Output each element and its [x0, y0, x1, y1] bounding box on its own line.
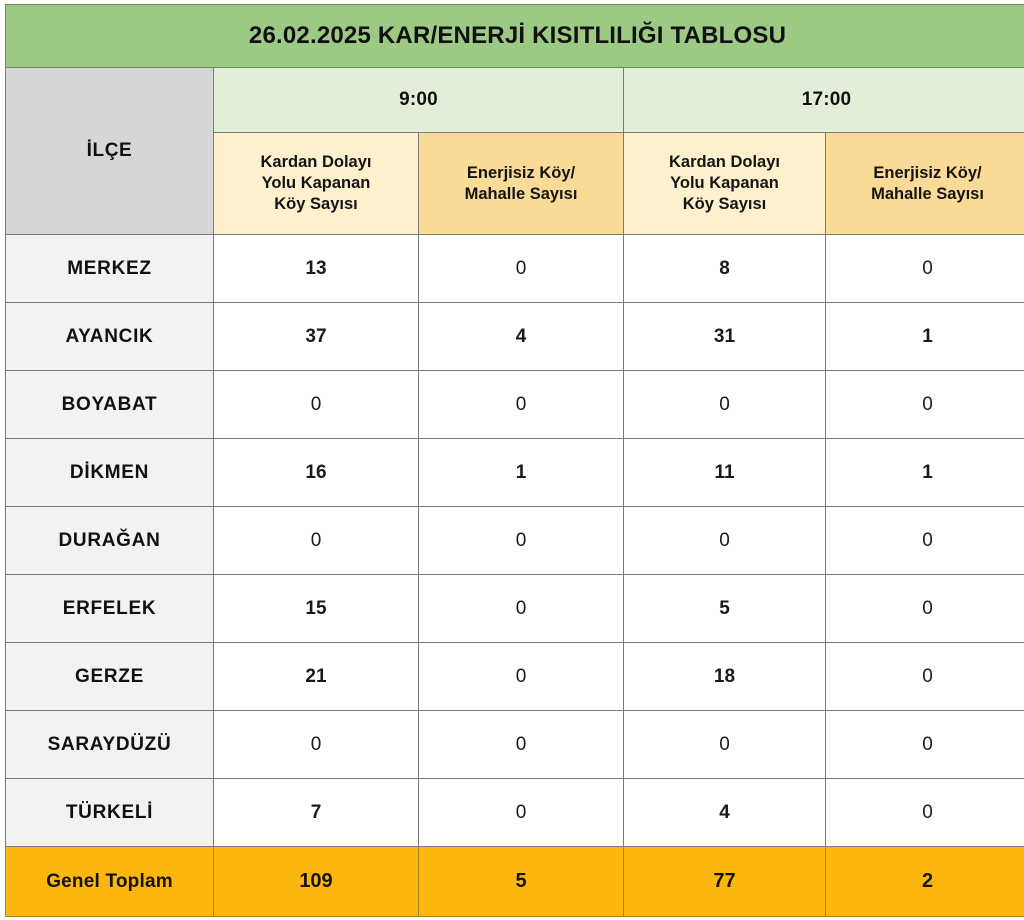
- cell-no-power-villages-1700: 1: [824, 302, 1024, 371]
- cell-no-power-villages-1700: 0: [824, 506, 1024, 575]
- cell-no-power-villages-0900: 0: [418, 642, 624, 711]
- table-footer: Genel Toplam 109 5 77 2: [5, 846, 1024, 917]
- cell-snow-closed-villages-0900: 0: [213, 370, 419, 439]
- table-row: SARAYDÜZÜ 0 0 0 0: [5, 710, 1024, 779]
- cell-snow-closed-villages-1700: 11: [623, 438, 826, 507]
- column-header-no-power-villages-0900: Enerjisiz Köy/ Mahalle Sayısı: [418, 132, 624, 235]
- table-row: MERKEZ 13 0 8 0: [5, 234, 1024, 303]
- total-row: Genel Toplam 109 5 77 2: [5, 846, 1024, 917]
- header-line: Enerjisiz Köy/: [873, 163, 982, 182]
- cell-no-power-villages-0900: 1: [418, 438, 624, 507]
- table-row: TÜRKELİ 7 0 4 0: [5, 778, 1024, 847]
- table-row: DİKMEN 16 1 11 1: [5, 438, 1024, 507]
- sub-column-header-row: Kardan Dolayı Yolu Kapanan Köy Sayısı En…: [6, 132, 1024, 235]
- cell-snow-closed-villages-1700: 0: [623, 370, 826, 439]
- cell-snow-closed-villages-1700: 18: [623, 642, 826, 711]
- snow-energy-restriction-table: 26.02.2025 KAR/ENERJİ KISITLILIĞI TABLOS…: [4, 4, 1024, 917]
- cell-no-power-villages-1700: 0: [824, 642, 1024, 711]
- cell-no-power-villages-1700: 0: [824, 234, 1024, 303]
- header-line: Yolu Kapanan: [261, 174, 371, 193]
- table-row: DURAĞAN 0 0 0 0: [5, 506, 1024, 575]
- column-header-ilce: İLÇE: [5, 67, 214, 235]
- cell-snow-closed-villages-0900: 0: [213, 506, 419, 575]
- total-snow-closed-villages-0900: 109: [213, 846, 419, 917]
- cell-snow-closed-villages-1700: 0: [623, 506, 826, 575]
- header-line: Kardan Dolayı: [260, 153, 372, 172]
- cell-no-power-villages-1700: 0: [824, 710, 1024, 779]
- cell-no-power-villages-0900: 0: [418, 778, 624, 847]
- header-line: Mahalle Sayısı: [871, 184, 984, 203]
- row-label-ilce: SARAYDÜZÜ: [5, 710, 214, 779]
- cell-no-power-villages-1700: 0: [824, 778, 1024, 847]
- header-line: Köy Sayısı: [274, 195, 358, 214]
- row-label-ilce: BOYABAT: [5, 370, 214, 439]
- header-line: Yolu Kapanan: [670, 174, 779, 193]
- cell-no-power-villages-0900: 4: [418, 302, 624, 371]
- cell-no-power-villages-1700: 1: [824, 438, 1024, 507]
- cell-no-power-villages-0900: 0: [418, 234, 624, 303]
- cell-snow-closed-villages-0900: 37: [213, 302, 419, 371]
- cell-no-power-villages-0900: 0: [418, 710, 624, 779]
- time-group-header-1700: 17:00: [622, 66, 1024, 134]
- total-no-power-villages-0900: 5: [418, 846, 624, 917]
- time-group-header-0900: 9:00: [213, 66, 624, 134]
- column-header-no-power-villages-1700: Enerjisiz Köy/ Mahalle Sayısı: [824, 132, 1024, 235]
- table-row: BOYABAT 0 0 0 0: [5, 370, 1024, 439]
- row-label-ilce: MERKEZ: [5, 234, 214, 303]
- cell-no-power-villages-0900: 0: [418, 574, 624, 643]
- column-header-snow-closed-villages-0900: Kardan Dolayı Yolu Kapanan Köy Sayısı: [213, 132, 419, 235]
- cell-snow-closed-villages-1700: 31: [623, 302, 826, 371]
- header-line: Mahalle Sayısı: [464, 184, 578, 203]
- cell-no-power-villages-0900: 0: [418, 506, 624, 575]
- cell-snow-closed-villages-0900: 16: [213, 438, 419, 507]
- time-group-header-row: İLÇE 9:00 17:00: [5, 66, 1024, 235]
- table-row: GERZE 21 0 18 0: [5, 642, 1024, 711]
- total-no-power-villages-1700: 2: [824, 846, 1024, 917]
- cell-no-power-villages-1700: 0: [824, 370, 1024, 439]
- title-row: 26.02.2025 KAR/ENERJİ KISITLILIĞI TABLOS…: [4, 4, 1024, 68]
- header-line: Enerjisiz Köy/: [466, 163, 576, 182]
- row-label-ilce: GERZE: [5, 642, 214, 711]
- cell-snow-closed-villages-0900: 7: [213, 778, 419, 847]
- total-snow-closed-villages-1700: 77: [623, 846, 826, 917]
- row-label-ilce: AYANCIK: [5, 302, 214, 371]
- row-label-ilce: DURAĞAN: [5, 506, 214, 575]
- header-line: Kardan Dolayı: [669, 153, 780, 172]
- table-header: 26.02.2025 KAR/ENERJİ KISITLILIĞI TABLOS…: [4, 4, 1024, 235]
- header-line: Köy Sayısı: [682, 195, 767, 214]
- cell-no-power-villages-1700: 0: [824, 574, 1024, 643]
- cell-snow-closed-villages-1700: 4: [623, 778, 826, 847]
- total-row-label: Genel Toplam: [5, 846, 214, 917]
- cell-snow-closed-villages-0900: 21: [213, 642, 419, 711]
- row-label-ilce: TÜRKELİ: [5, 778, 214, 847]
- table-body: MERKEZ 13 0 8 0 AYANCIK 37 4 31 1 BOYABAT 0 0 0 0 DİKME…: [5, 234, 1024, 847]
- cell-snow-closed-villages-0900: 13: [213, 234, 419, 303]
- row-label-ilce: ERFELEK: [5, 574, 214, 643]
- cell-snow-closed-villages-1700: 8: [623, 234, 826, 303]
- cell-snow-closed-villages-0900: 15: [213, 574, 419, 643]
- table-title: 26.02.2025 KAR/ENERJİ KISITLILIĞI TABLOS…: [4, 4, 1024, 68]
- column-header-snow-closed-villages-1700: Kardan Dolayı Yolu Kapanan Köy Sayısı: [623, 132, 826, 235]
- table-row: AYANCIK 37 4 31 1: [5, 302, 1024, 371]
- cell-snow-closed-villages-1700: 5: [623, 574, 826, 643]
- cell-no-power-villages-0900: 0: [418, 370, 624, 439]
- cell-snow-closed-villages-1700: 0: [623, 710, 826, 779]
- cell-snow-closed-villages-0900: 0: [213, 710, 419, 779]
- table-row: ERFELEK 15 0 5 0: [5, 574, 1024, 643]
- row-label-ilce: DİKMEN: [5, 438, 214, 507]
